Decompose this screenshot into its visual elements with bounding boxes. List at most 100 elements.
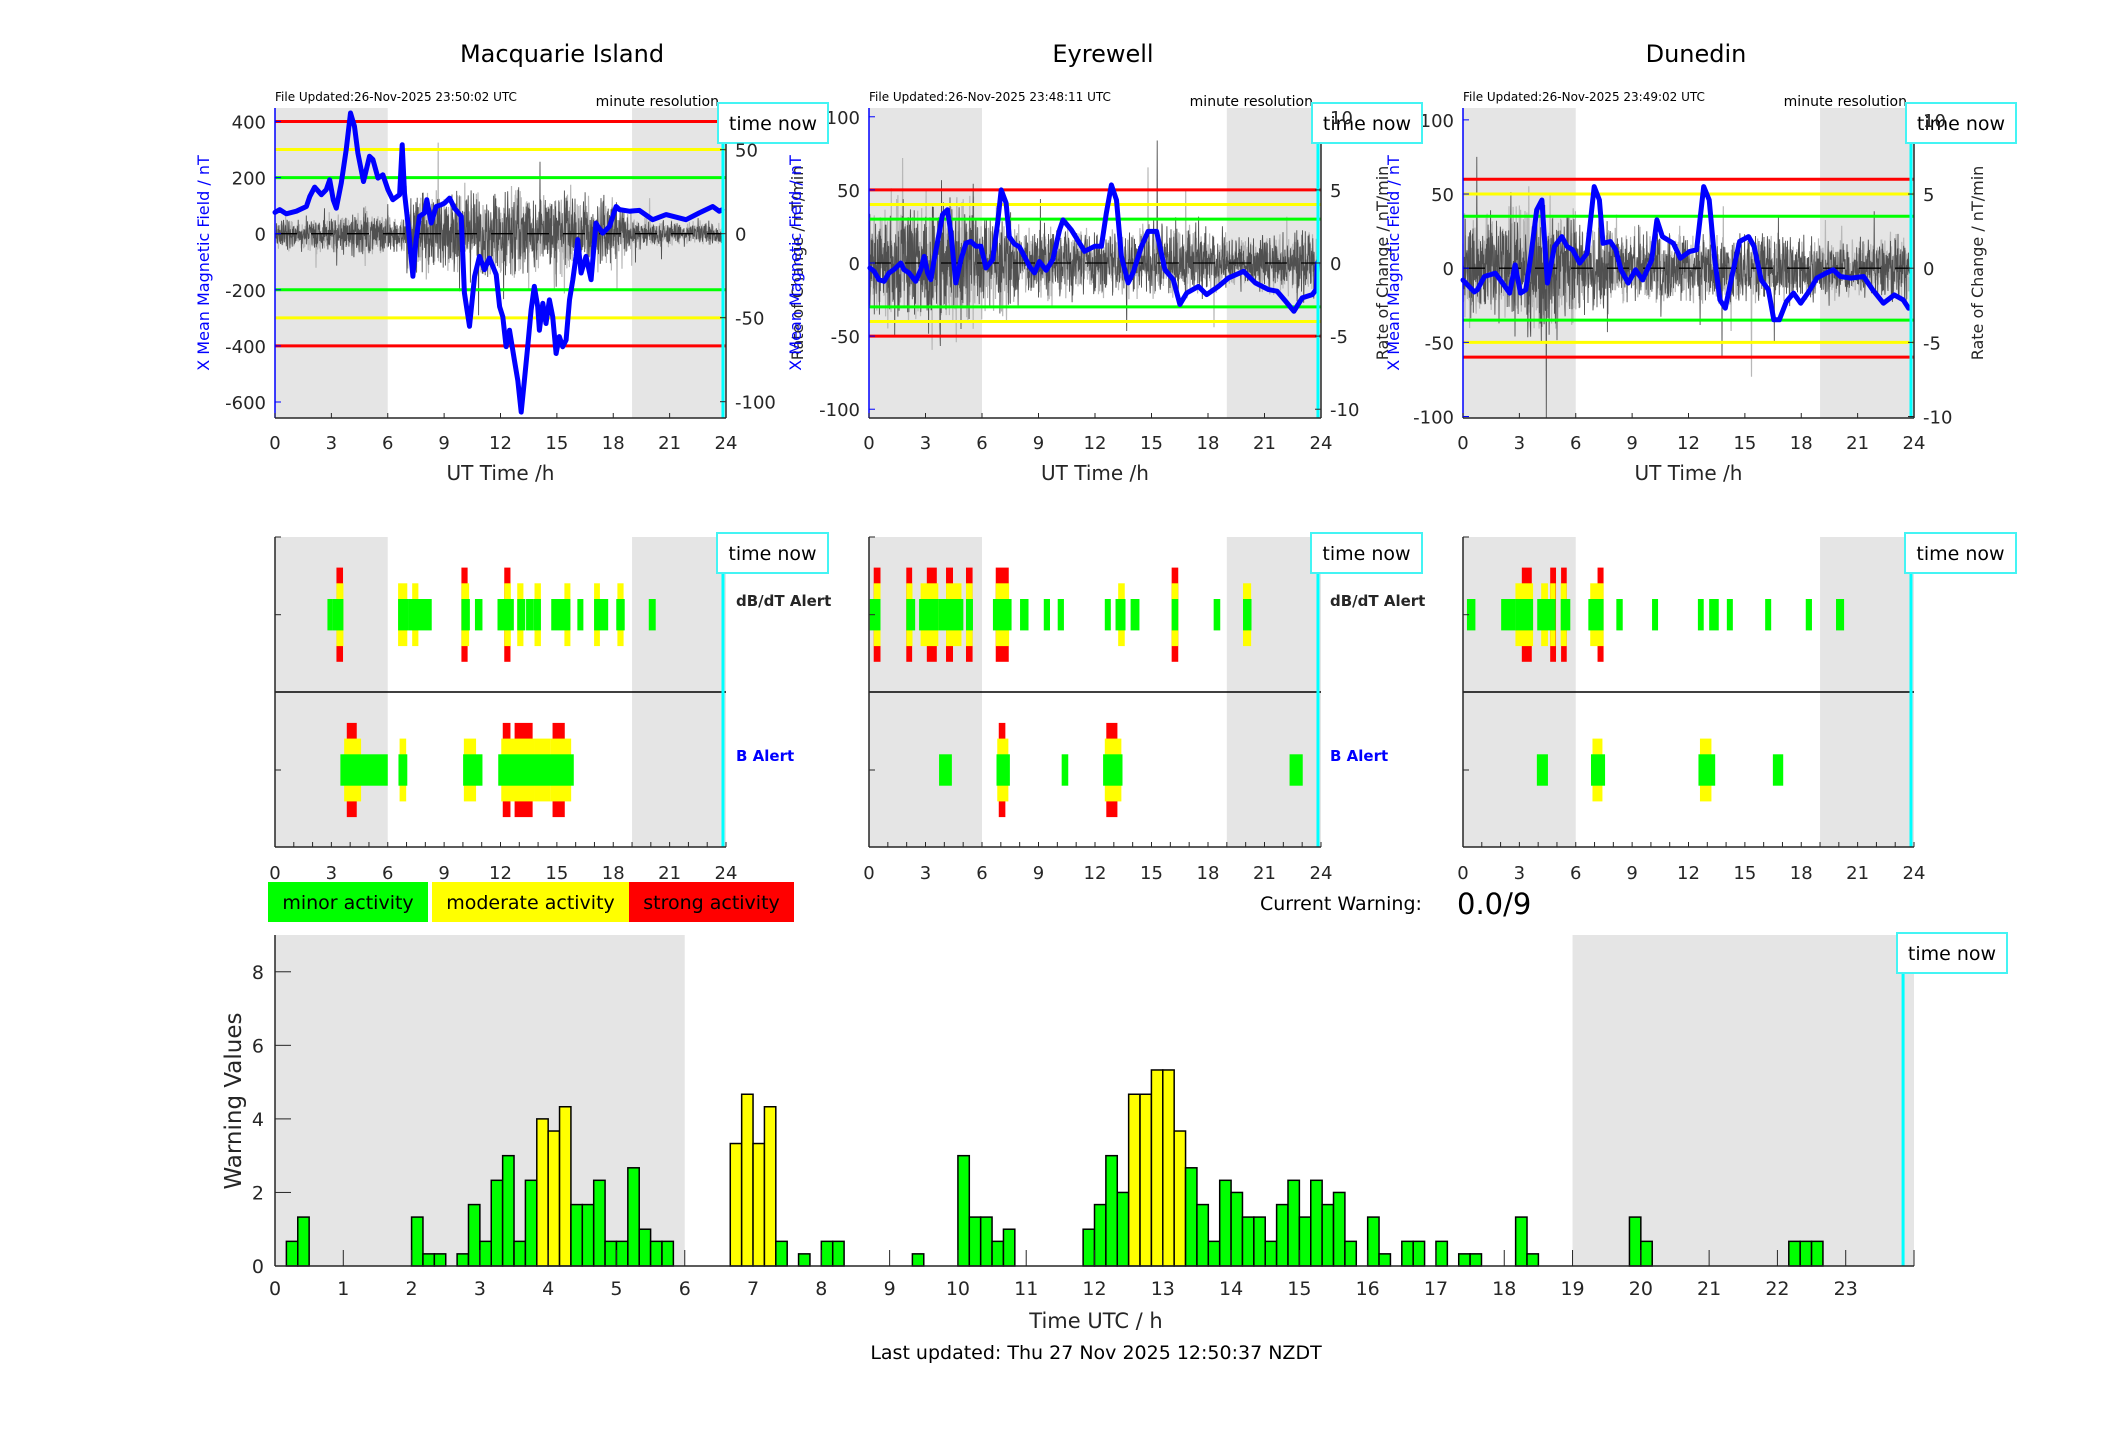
right-y-tick-label: 50 bbox=[735, 141, 758, 162]
alert-bar-minor bbox=[1836, 599, 1845, 631]
histogram-bar bbox=[797, 1253, 811, 1267]
histogram-bar bbox=[627, 1167, 640, 1267]
y-tick-label: 2 bbox=[252, 1182, 264, 1204]
histogram-bar bbox=[1082, 1228, 1096, 1267]
station-title: Eyrewell bbox=[1052, 40, 1153, 68]
alert-bar-minor bbox=[526, 599, 534, 631]
alert-bar-minor bbox=[1588, 599, 1604, 631]
x-tick-label: 7 bbox=[747, 1278, 759, 1300]
histogram-time-now-box bbox=[1896, 932, 2008, 974]
histogram-bar bbox=[1196, 1203, 1210, 1267]
alert-bar-minor bbox=[594, 599, 609, 631]
y-tick-label: 4 bbox=[252, 1109, 264, 1131]
x-tick-label: 3 bbox=[326, 433, 337, 454]
right-y-tick-label: -5 bbox=[1330, 327, 1348, 348]
b-alert-label: B Alert bbox=[1330, 747, 1388, 765]
right-y-tick-label: -50 bbox=[735, 309, 764, 330]
alert-time-now-label: time now bbox=[1322, 543, 1410, 565]
alert-bar-minor bbox=[551, 599, 571, 631]
histogram-bar bbox=[1344, 1240, 1358, 1267]
x-tick-label: 18 bbox=[602, 863, 625, 884]
alert-bar-minor bbox=[1537, 599, 1556, 631]
x-tick-label: 6 bbox=[382, 433, 393, 454]
x-tick-label: 6 bbox=[976, 433, 987, 454]
histogram-bar bbox=[1298, 1216, 1312, 1267]
x-tick-label: 18 bbox=[1197, 433, 1220, 454]
x-tick-label: 17 bbox=[1424, 1278, 1448, 1300]
histogram-bar bbox=[570, 1203, 584, 1267]
alert-bar-minor bbox=[577, 599, 584, 631]
left-axis-label: X Mean Magnetic Field / nT bbox=[786, 155, 805, 371]
alert-bar-minor bbox=[1515, 599, 1534, 631]
histogram-bar bbox=[661, 1240, 675, 1267]
histogram-bar bbox=[1116, 1191, 1130, 1267]
histogram-bar bbox=[581, 1203, 595, 1267]
x-tick-label: 0 bbox=[1457, 863, 1468, 884]
alert-bar-minor bbox=[648, 599, 656, 631]
field-chart-eyrewell: 0 3 6 9 12 15 18 21 24 -100 -50 0 50 100 bbox=[819, 108, 1332, 454]
file-updated-text: File Updated:26-Nov-2025 23:48:11 UTC bbox=[869, 90, 1111, 104]
x-tick-label: 3 bbox=[920, 863, 931, 884]
histogram-bar bbox=[752, 1142, 766, 1267]
x-tick-label: 9 bbox=[1033, 433, 1044, 454]
alert-bar-minor bbox=[1560, 599, 1571, 631]
alert-bar-minor bbox=[1289, 754, 1303, 786]
x-tick-label: 9 bbox=[438, 433, 449, 454]
x-tick-label: 13 bbox=[1151, 1278, 1175, 1300]
x-tick-label: 23 bbox=[1834, 1278, 1858, 1300]
alert-bar-minor bbox=[869, 599, 881, 631]
histogram-bar bbox=[490, 1179, 504, 1267]
x-tick-label: 15 bbox=[1287, 1278, 1311, 1300]
histogram-bar bbox=[911, 1253, 925, 1267]
file-updated-text: File Updated:26-Nov-2025 23:50:02 UTC bbox=[275, 90, 517, 104]
x-tick-label: 9 bbox=[884, 1278, 896, 1300]
alert-row-b-alert bbox=[939, 722, 1303, 818]
x-tick-label: 3 bbox=[474, 1278, 486, 1300]
x-tick-label: 1 bbox=[337, 1278, 349, 1300]
x-tick-label: 12 bbox=[489, 863, 512, 884]
dbdt-alert-label: dB/dT Alert bbox=[1330, 592, 1425, 610]
x-tick-label: 5 bbox=[610, 1278, 622, 1300]
current-warning-label: Current Warning: bbox=[1260, 893, 1422, 915]
histogram-bar bbox=[1310, 1179, 1323, 1267]
histogram-bar bbox=[1173, 1130, 1187, 1267]
alert-time-now-label: time now bbox=[728, 543, 816, 565]
x-tick-label: 6 bbox=[1570, 433, 1581, 454]
histogram-bar bbox=[467, 1203, 481, 1267]
histogram-bar bbox=[1150, 1069, 1164, 1267]
x-tick-label: 0 bbox=[863, 863, 874, 884]
alert-bar-minor bbox=[1536, 754, 1548, 786]
right-y-tick-label: -100 bbox=[735, 393, 776, 414]
right-y-tick-label: -5 bbox=[1923, 333, 1941, 354]
x-tick-label: 12 bbox=[489, 433, 512, 454]
histogram-bar bbox=[1264, 1240, 1278, 1267]
x-tick-label: 6 bbox=[976, 863, 987, 884]
x-tick-label: 19 bbox=[1560, 1278, 1584, 1300]
x-tick-label: 0 bbox=[1457, 433, 1468, 454]
x-tick-label: 12 bbox=[1677, 433, 1700, 454]
alert-bar-minor bbox=[398, 599, 409, 631]
time-now-box bbox=[1905, 102, 2017, 144]
histogram-bar bbox=[615, 1240, 629, 1267]
histogram-bar bbox=[433, 1253, 447, 1267]
x-tick-label: 18 bbox=[602, 433, 625, 454]
alert-row-db-dt-alert bbox=[1466, 567, 1845, 662]
night-shading bbox=[1572, 935, 1914, 1266]
left-y-tick-label: -50 bbox=[1425, 333, 1454, 354]
left-y-tick-label: 0 bbox=[1443, 259, 1454, 280]
histogram-bar bbox=[1788, 1240, 1801, 1267]
alert-time-now-box bbox=[1904, 532, 2017, 574]
histogram-time-now-label: time now bbox=[1908, 943, 1996, 965]
histogram-bar bbox=[1241, 1216, 1255, 1267]
x-tick-label: 22 bbox=[1765, 1278, 1789, 1300]
legend-label-strong: strong activity bbox=[643, 892, 780, 914]
legend-label-moderate: moderate activity bbox=[446, 892, 615, 914]
x-tick-label: 15 bbox=[1733, 433, 1756, 454]
x-tick-label: 18 bbox=[1492, 1278, 1516, 1300]
histogram-bar bbox=[649, 1240, 663, 1267]
field-chart-dunedin: 0 3 6 9 12 15 18 21 24 -100 -50 0 50 100 bbox=[1413, 108, 1925, 454]
alert-bar-minor bbox=[1466, 599, 1476, 631]
x-tick-label: 9 bbox=[1033, 863, 1044, 884]
x-tick-label: 24 bbox=[1310, 433, 1333, 454]
